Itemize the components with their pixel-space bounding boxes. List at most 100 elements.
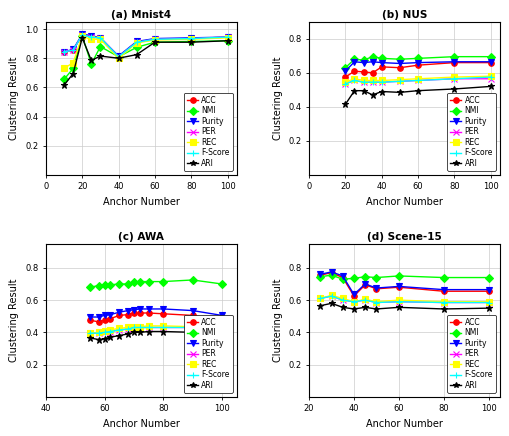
ARI xyxy=(115,56,121,61)
ACC xyxy=(101,317,107,323)
Line: REC: REC xyxy=(61,34,230,71)
ACC xyxy=(369,70,375,75)
F-Score xyxy=(450,76,457,82)
Line: PER: PER xyxy=(342,76,493,87)
NMI xyxy=(360,58,366,63)
Purity xyxy=(79,31,85,37)
NMI xyxy=(125,281,131,286)
ARI xyxy=(328,301,334,306)
NMI xyxy=(88,61,94,67)
NMI xyxy=(373,275,379,280)
F-Score xyxy=(96,330,102,336)
F-Score xyxy=(224,34,230,40)
PER xyxy=(70,48,76,53)
ACC xyxy=(351,68,357,74)
REC xyxy=(79,34,85,39)
ARI xyxy=(369,92,375,98)
F-Score xyxy=(328,293,334,299)
ACC xyxy=(136,310,143,316)
ARI xyxy=(350,307,356,312)
PER xyxy=(152,37,158,42)
Purity xyxy=(328,269,334,275)
Line: ACC: ACC xyxy=(342,60,493,80)
REC xyxy=(378,78,384,83)
Purity xyxy=(145,307,151,312)
NMI xyxy=(378,56,384,61)
Purity xyxy=(70,47,76,52)
F-Score xyxy=(133,40,139,45)
ARI xyxy=(160,329,166,334)
ARI xyxy=(395,305,401,310)
PER xyxy=(361,297,367,303)
Line: F-Score: F-Score xyxy=(87,325,224,336)
NMI xyxy=(152,40,158,45)
NMI xyxy=(131,280,137,285)
Line: F-Score: F-Score xyxy=(342,74,493,87)
ARI xyxy=(61,82,67,88)
Purity xyxy=(61,49,67,54)
ARI xyxy=(189,330,195,335)
REC xyxy=(101,328,107,334)
F-Score xyxy=(189,325,195,330)
Purity xyxy=(87,314,93,320)
Purity xyxy=(339,273,345,279)
NMI xyxy=(145,279,151,284)
ACC xyxy=(224,34,230,40)
NMI xyxy=(350,276,356,281)
REC xyxy=(96,330,102,335)
ACC xyxy=(125,312,131,317)
F-Score xyxy=(414,78,420,83)
F-Score xyxy=(373,300,379,305)
ACC xyxy=(360,69,366,75)
PER xyxy=(369,79,375,85)
F-Score xyxy=(70,48,76,53)
Line: Purity: Purity xyxy=(61,31,230,59)
ACC xyxy=(487,60,493,65)
Purity xyxy=(88,33,94,38)
Y-axis label: Clustering Result: Clustering Result xyxy=(272,279,282,362)
ACC xyxy=(115,54,121,59)
REC xyxy=(485,299,491,304)
PER xyxy=(350,299,356,304)
F-Score xyxy=(317,296,323,301)
NMI xyxy=(395,273,401,279)
ARI xyxy=(373,307,379,312)
Purity xyxy=(351,59,357,65)
REC xyxy=(350,299,356,304)
NMI xyxy=(351,57,357,62)
REC xyxy=(373,299,379,304)
Title: (a) Mnist4: (a) Mnist4 xyxy=(111,10,171,20)
NMI xyxy=(96,283,102,288)
REC xyxy=(414,76,420,82)
PER xyxy=(317,296,323,301)
PER xyxy=(414,78,420,83)
PER xyxy=(188,36,194,41)
Line: Purity: Purity xyxy=(87,306,224,320)
Line: ACC: ACC xyxy=(61,32,230,60)
ARI xyxy=(224,38,230,43)
ACC xyxy=(450,60,457,65)
X-axis label: Anchor Number: Anchor Number xyxy=(103,197,179,207)
Purity xyxy=(107,312,114,317)
X-axis label: Anchor Number: Anchor Number xyxy=(365,197,442,207)
Line: NMI: NMI xyxy=(61,33,230,82)
ARI xyxy=(101,336,107,341)
Line: NMI: NMI xyxy=(87,277,224,290)
Line: F-Score: F-Score xyxy=(61,32,230,60)
F-Score xyxy=(360,79,366,85)
PER xyxy=(87,330,93,336)
PER xyxy=(115,54,121,59)
NMI xyxy=(440,275,446,280)
ARI xyxy=(107,334,114,340)
F-Score xyxy=(218,329,224,334)
ACC xyxy=(133,40,139,45)
Line: F-Score: F-Score xyxy=(317,293,490,305)
ACC xyxy=(189,313,195,318)
Purity xyxy=(350,292,356,297)
NMI xyxy=(189,277,195,283)
REC xyxy=(125,325,131,330)
Line: NMI: NMI xyxy=(317,272,490,282)
PER xyxy=(450,76,457,82)
F-Score xyxy=(351,78,357,83)
REC xyxy=(160,323,166,328)
